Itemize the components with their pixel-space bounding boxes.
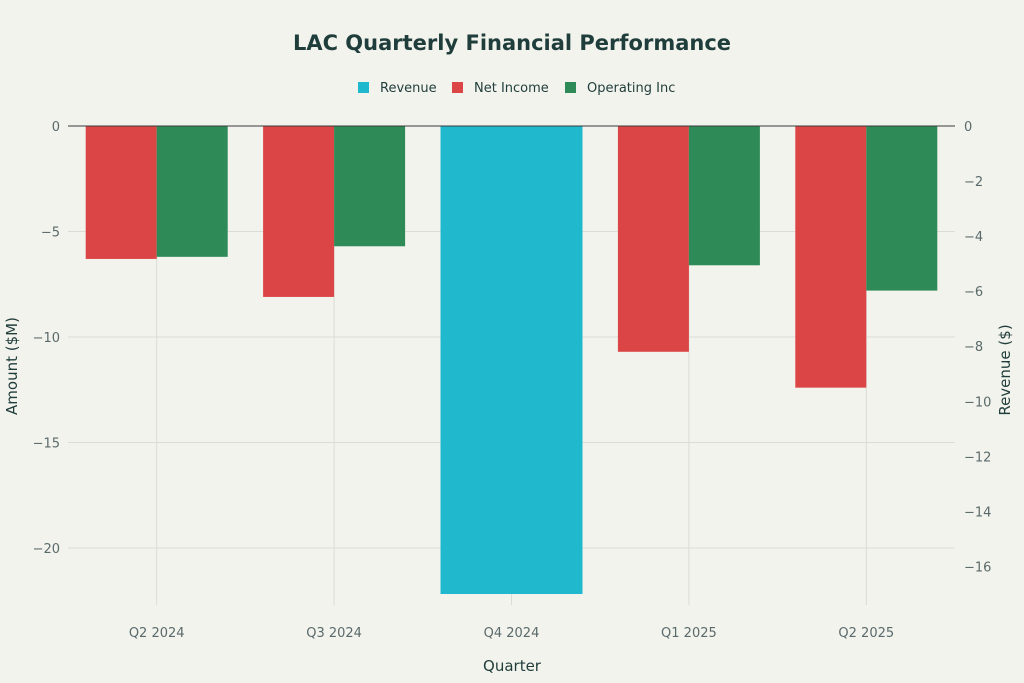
y2-tick-label: −4 bbox=[964, 230, 983, 245]
y2-tick-label: −10 bbox=[964, 395, 991, 410]
legend: Revenue Net Income Operating Inc bbox=[358, 81, 675, 96]
x-tick-label: Q2 2025 bbox=[838, 626, 894, 641]
y-tick-label: −10 bbox=[33, 331, 60, 346]
y2-tick-label: −2 bbox=[964, 175, 983, 190]
bar-net-income bbox=[617, 126, 689, 352]
y2-tick-label: −14 bbox=[964, 505, 991, 520]
y2-tick-label: −16 bbox=[964, 560, 991, 575]
bar-net-income bbox=[85, 126, 157, 259]
legend-swatch bbox=[452, 82, 463, 93]
legend-label: Revenue bbox=[380, 81, 437, 96]
bar-net-income bbox=[263, 126, 335, 297]
chart-title: LAC Quarterly Financial Performance bbox=[293, 31, 731, 55]
y2-tick-label: −8 bbox=[964, 340, 983, 355]
x-tick-label: Q2 2024 bbox=[129, 626, 185, 641]
y-axis-label: Amount ($M) bbox=[3, 317, 21, 415]
legend-swatch bbox=[358, 82, 369, 93]
y2-tick-label: 0 bbox=[964, 120, 972, 135]
x-tick-label: Q1 2025 bbox=[661, 626, 717, 641]
bar-operating-inc bbox=[156, 126, 228, 257]
bar-operating-inc bbox=[334, 126, 406, 247]
legend-label: Net Income bbox=[474, 81, 549, 96]
legend-label: Operating Inc bbox=[587, 81, 675, 96]
x-tick-label: Q4 2024 bbox=[484, 626, 540, 641]
y-tick-label: −15 bbox=[33, 437, 60, 452]
bar-net-income bbox=[795, 126, 867, 388]
y2-tick-label: −6 bbox=[964, 285, 983, 300]
axes: 0 −5 −10 −15 −20 0 −2 −4 −6 −8 −10 −12 −14 −16 Q2 2024… bbox=[33, 120, 992, 641]
y-tick-label: 0 bbox=[52, 120, 60, 135]
y2-tick-label: −12 bbox=[964, 450, 991, 465]
legend-swatch bbox=[565, 82, 576, 93]
y-tick-label: −20 bbox=[33, 542, 60, 557]
bar-revenue bbox=[440, 126, 583, 594]
y2-axis-label: Revenue ($) bbox=[996, 324, 1014, 415]
y-tick-label: −5 bbox=[41, 226, 60, 241]
x-axis-label: Quarter bbox=[483, 657, 542, 675]
bars bbox=[85, 126, 938, 594]
x-tick-label: Q3 2024 bbox=[306, 626, 362, 641]
bar-operating-inc bbox=[688, 126, 760, 266]
bar-operating-inc bbox=[866, 126, 938, 291]
